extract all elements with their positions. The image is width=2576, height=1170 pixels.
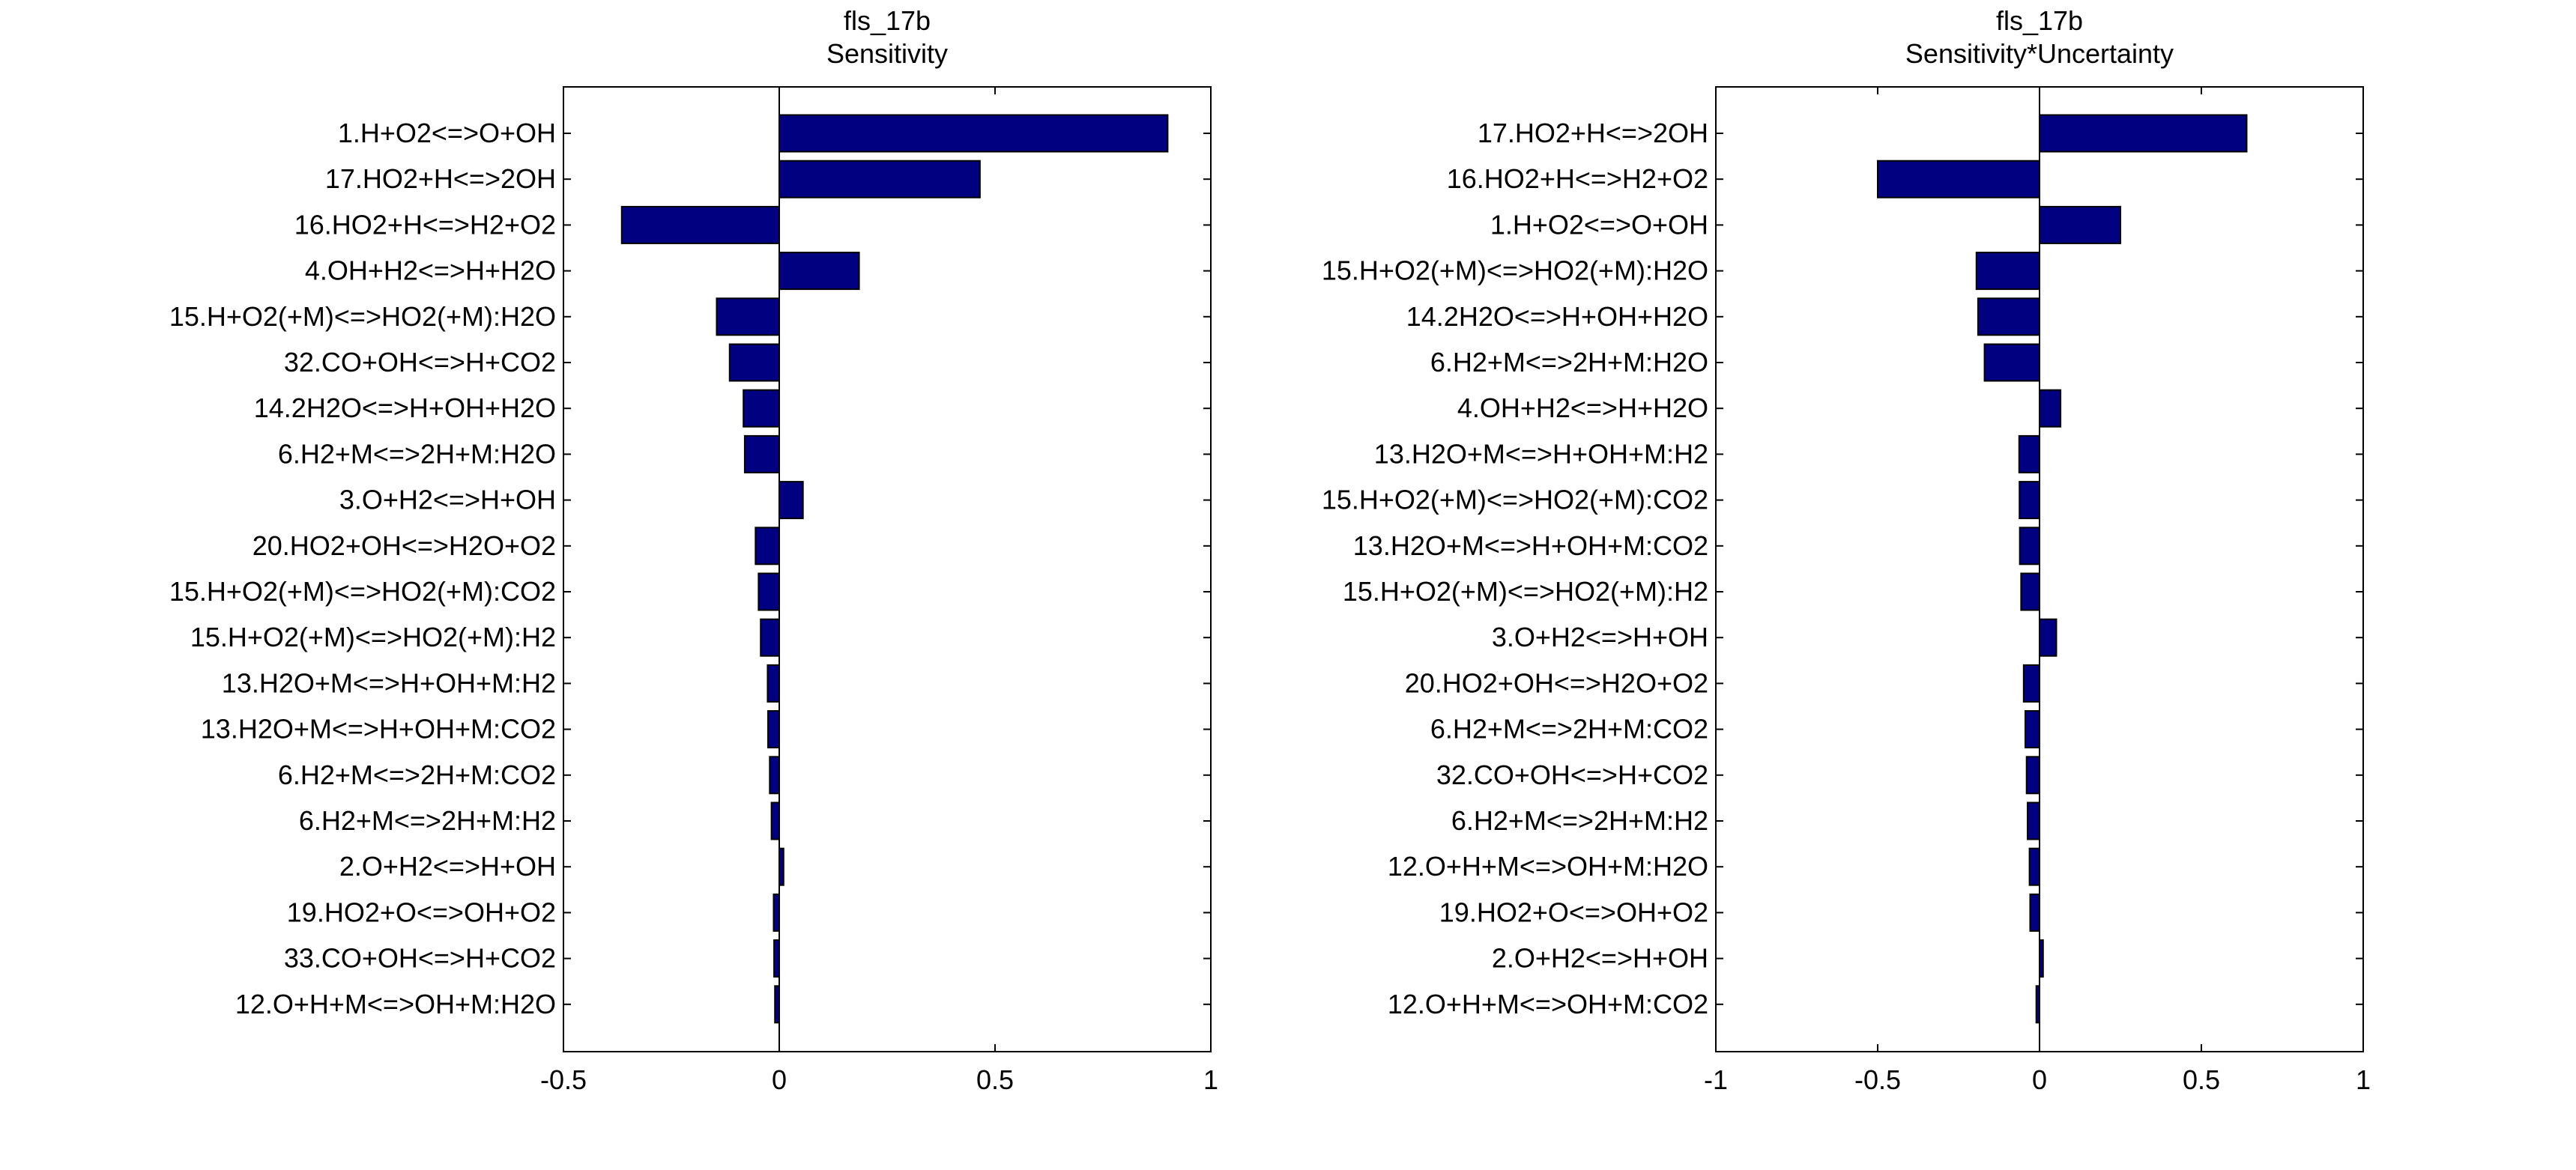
bar [773, 939, 781, 978]
chart-subtitle: Sensitivity*Uncertainty [1905, 38, 2174, 69]
category-label: 19.HO2+O<=>OH+O2 [1439, 897, 1708, 927]
bar [2039, 939, 2044, 978]
category-label: 12.O+H+M<=>OH+M:CO2 [1388, 989, 1708, 1019]
bar [2035, 985, 2040, 1024]
bar [620, 205, 781, 244]
bar [1877, 160, 2040, 198]
bar [728, 343, 781, 382]
bar [2039, 114, 2248, 153]
x-tick-label: 0 [2032, 1064, 2047, 1095]
bar [2029, 893, 2040, 932]
category-label: 20.HO2+OH<=>H2O+O2 [1405, 667, 1708, 698]
category-label: 16.HO2+H<=>H2+O2 [1447, 163, 1708, 194]
category-label: 14.2H2O<=>H+OH+H2O [254, 392, 556, 423]
bar [774, 985, 780, 1024]
category-label: 15.H+O2(+M)<=>HO2(+M):H2 [1343, 576, 1708, 607]
category-label: 15.H+O2(+M)<=>HO2(+M):H2O [169, 301, 556, 332]
bar [767, 710, 781, 749]
bar [778, 481, 804, 520]
category-label: 17.HO2+H<=>2OH [1478, 118, 1708, 148]
bar [767, 664, 780, 703]
category-label: 12.O+H+M<=>OH+M:H2O [235, 989, 556, 1019]
bar [778, 252, 860, 291]
category-label: 20.HO2+OH<=>H2O+O2 [253, 530, 556, 561]
category-label: 13.H2O+M<=>H+OH+M:H2 [1374, 438, 1708, 469]
bar [743, 389, 781, 428]
category-label: 6.H2+M<=>2H+M:H2O [1430, 347, 1708, 378]
category-label: 2.O+H2<=>H+OH [339, 851, 556, 882]
category-label: 3.O+H2<=>H+OH [339, 485, 556, 515]
bar [2039, 389, 2062, 428]
bar [2027, 801, 2041, 840]
bar [2028, 847, 2040, 886]
bar [773, 893, 780, 932]
category-label: 14.2H2O<=>H+OH+H2O [1406, 301, 1708, 332]
category-label: 6.H2+M<=>2H+M:CO2 [1430, 714, 1708, 745]
category-label: 15.H+O2(+M)<=>HO2(+M):H2 [190, 622, 556, 652]
bar [716, 297, 780, 336]
category-label: 13.H2O+M<=>H+OH+M:CO2 [1353, 530, 1708, 561]
category-label: 12.O+H+M<=>OH+M:H2O [1388, 851, 1708, 882]
bar [758, 572, 780, 611]
bar [760, 618, 780, 657]
category-label: 2.O+H2<=>H+OH [1492, 943, 1708, 974]
category-label: 1.H+O2<=>O+OH [338, 118, 556, 148]
x-tick-label: 1 [1203, 1064, 1218, 1095]
category-label: 15.H+O2(+M)<=>HO2(+M):H2O [1322, 255, 1708, 286]
bar [1977, 297, 2040, 336]
category-label: 19.HO2+O<=>OH+O2 [287, 897, 556, 927]
x-tick-label: -0.5 [1854, 1064, 1901, 1095]
category-label: 15.H+O2(+M)<=>HO2(+M):CO2 [1322, 485, 1708, 515]
bar [2019, 527, 2040, 566]
category-label: 15.H+O2(+M)<=>HO2(+M):CO2 [169, 576, 556, 607]
category-label: 1.H+O2<=>O+OH [1490, 209, 1708, 240]
bar [1975, 252, 2041, 291]
bar [743, 434, 780, 473]
x-tick-label: -0.5 [540, 1064, 587, 1095]
x-tick-label: 0.5 [2183, 1064, 2220, 1095]
bar [2024, 710, 2040, 749]
bar [770, 801, 780, 840]
bar [2039, 205, 2121, 244]
category-label: 13.H2O+M<=>H+OH+M:CO2 [201, 714, 556, 745]
bar [778, 160, 981, 198]
category-label: 3.O+H2<=>H+OH [1492, 622, 1708, 652]
bar [1983, 343, 2041, 382]
bar [778, 847, 784, 886]
chart-subtitle: Sensitivity [826, 38, 948, 69]
x-tick-label: 0 [772, 1064, 787, 1095]
category-label: 33.CO+OH<=>H+CO2 [284, 943, 556, 974]
chart-title: fls_17b [1996, 5, 2083, 36]
x-tick-label: 0.5 [976, 1064, 1014, 1095]
category-label: 32.CO+OH<=>H+CO2 [1436, 760, 1708, 790]
category-label: 4.OH+H2<=>H+H2O [305, 255, 556, 286]
bar [2039, 618, 2058, 657]
bar [755, 527, 781, 566]
category-label: 6.H2+M<=>2H+M:H2O [278, 438, 556, 469]
x-tick-label: -1 [1704, 1064, 1728, 1095]
category-label: 16.HO2+H<=>H2+O2 [294, 209, 556, 240]
category-label: 6.H2+M<=>2H+M:H2 [1451, 805, 1708, 836]
bar [769, 756, 781, 795]
category-label: 32.CO+OH<=>H+CO2 [284, 347, 556, 378]
axes-frame [563, 86, 1212, 1052]
bar [778, 114, 1169, 153]
x-tick-label: 1 [2356, 1064, 2371, 1095]
category-label: 6.H2+M<=>2H+M:CO2 [278, 760, 556, 790]
category-label: 13.H2O+M<=>H+OH+M:H2 [222, 667, 556, 698]
chart-title: fls_17b [844, 5, 931, 36]
bar [2025, 756, 2040, 795]
bar [2022, 664, 2041, 703]
category-label: 6.H2+M<=>2H+M:H2 [299, 805, 556, 836]
category-label: 17.HO2+H<=>2OH [325, 163, 556, 194]
bar [2020, 572, 2040, 611]
bar [2018, 434, 2040, 473]
bar [2019, 481, 2041, 520]
category-label: 4.OH+H2<=>H+H2O [1457, 392, 1708, 423]
